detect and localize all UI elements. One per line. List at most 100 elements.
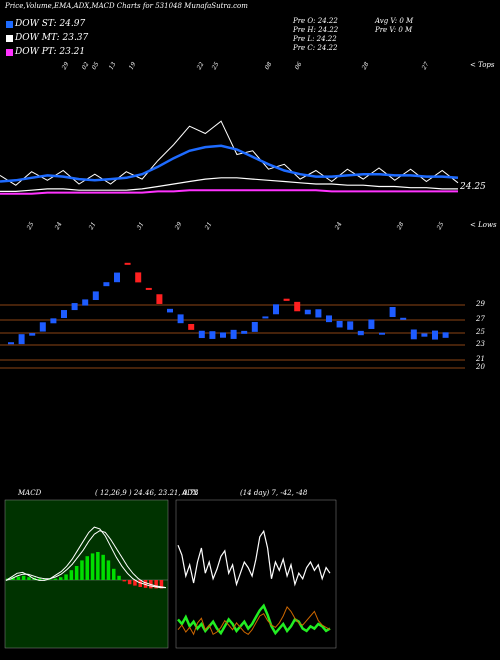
- top-date-label: 06: [294, 61, 304, 71]
- macd-line: [5, 526, 166, 589]
- macd-histogram-bar: [154, 580, 158, 589]
- ema-lines: [0, 120, 459, 195]
- macd-histogram-bar: [106, 560, 111, 580]
- candle: [326, 315, 332, 323]
- top-date-label: 25: [210, 61, 220, 72]
- macd-histogram-bar: [101, 554, 105, 580]
- candle: [432, 330, 438, 340]
- candle: [251, 322, 258, 332]
- candle: [50, 318, 57, 324]
- macd-histogram-bar: [133, 580, 137, 586]
- candle: [177, 314, 184, 324]
- adx-label: ADX: [182, 489, 198, 497]
- candle: [167, 308, 173, 313]
- info-high: Pre H: 24.22: [293, 26, 339, 34]
- legend-label-st: DOW ST: 24.97: [15, 19, 86, 29]
- price-axis-label: 27: [476, 315, 485, 323]
- info-open: Pre O: 24.22: [293, 17, 338, 25]
- price-axis-label: 21: [476, 355, 485, 363]
- adx-series: [177, 529, 331, 636]
- candle: [442, 332, 449, 338]
- macd-params: ( 12,26,9 ) 24.46, 23.21, 0.73: [95, 489, 199, 497]
- legend-swatch-pt: [6, 49, 13, 56]
- macd-histogram-bar: [127, 580, 132, 585]
- candle: [273, 304, 279, 315]
- macd-label: MACD: [18, 489, 42, 497]
- price-axis-label: 23: [476, 340, 485, 348]
- candle: [82, 299, 89, 306]
- macd-histogram-bar: [122, 580, 127, 582]
- candle: [103, 282, 110, 287]
- candle: [389, 307, 396, 317]
- bottom-date-labels: 25 24 21 31 29 21 24 28 25: [25, 221, 445, 232]
- adx-minus-di-line: [177, 605, 331, 636]
- macd-histogram-bar: [69, 570, 74, 580]
- price-line: [0, 120, 459, 186]
- price-candles: [8, 262, 449, 345]
- macd-histogram-bar: [159, 580, 164, 589]
- candle: [421, 333, 428, 337]
- price-axis-label: 29: [476, 300, 485, 308]
- ema-line-1: [0, 144, 459, 183]
- candle: [188, 324, 195, 330]
- candle: [368, 319, 375, 329]
- info-avg-volume: Avg V: 0 M: [375, 17, 414, 25]
- macd-histogram-bar: [64, 574, 68, 580]
- candle: [198, 330, 205, 339]
- bottom-date-label: 31: [136, 221, 146, 231]
- bottom-date-label: 29: [173, 221, 183, 232]
- macd-histogram-bar: [37, 578, 42, 580]
- candle: [294, 301, 301, 312]
- candle: [379, 332, 385, 335]
- top-date-label: 29: [60, 61, 70, 72]
- bottom-date-label: 25: [25, 221, 35, 232]
- macd-histogram-bar: [117, 575, 121, 580]
- macd-histogram-bar: [143, 580, 148, 588]
- ema-line-3: [0, 189, 458, 195]
- last-price-label: 24.25: [460, 182, 486, 192]
- bottom-date-label: 21: [87, 221, 97, 232]
- candle: [71, 303, 78, 311]
- macd-histogram-bar: [43, 579, 47, 580]
- info-prev-volume: Pre V: 0 M: [375, 26, 413, 34]
- candle: [8, 342, 14, 345]
- candle: [262, 316, 269, 319]
- top-date-label: 13: [108, 61, 118, 71]
- lows-label: < Lows: [470, 221, 497, 229]
- macd-histogram-bar: [138, 580, 142, 587]
- top-date-label: 05: [91, 61, 101, 71]
- candle: [135, 272, 142, 283]
- candle: [39, 322, 46, 332]
- macd-histogram-bar: [85, 556, 89, 580]
- top-date-label: 08: [264, 61, 274, 71]
- macd-signal-line: [5, 530, 167, 589]
- top-date-labels: 29 02 05 13 19 22 25 08 06 28 27: [60, 61, 430, 72]
- tops-label: < Tops: [470, 61, 495, 69]
- macd-histogram-bar: [80, 560, 84, 580]
- macd-series: [5, 526, 168, 589]
- legend-label-mt: DOW MT: 23.37: [15, 33, 89, 43]
- macd-histogram-bar: [96, 552, 100, 580]
- adx-line: [177, 529, 331, 587]
- candle: [336, 320, 343, 328]
- macd-histogram-bar: [59, 577, 63, 580]
- candle: [400, 317, 407, 320]
- macd-histogram-bar: [11, 577, 15, 580]
- macd-histogram-bar: [48, 579, 52, 580]
- macd-histogram-bar: [21, 575, 26, 580]
- price-axis-label: 20: [476, 363, 485, 371]
- candle: [156, 294, 163, 304]
- bottom-date-label: 24: [333, 221, 343, 232]
- candle: [241, 330, 248, 334]
- candle: [114, 272, 120, 283]
- candle: [209, 331, 216, 339]
- info-low: Pre L: 24.22: [293, 35, 337, 43]
- macd-histogram-bar: [53, 578, 58, 580]
- ema-line-2: [0, 177, 458, 192]
- legend-swatch-mt: [6, 35, 13, 42]
- top-date-label: 19: [128, 61, 138, 71]
- candle: [410, 329, 417, 340]
- bottom-date-label: 24: [53, 221, 63, 232]
- macd-histogram-bar: [112, 568, 116, 580]
- candle: [357, 330, 364, 336]
